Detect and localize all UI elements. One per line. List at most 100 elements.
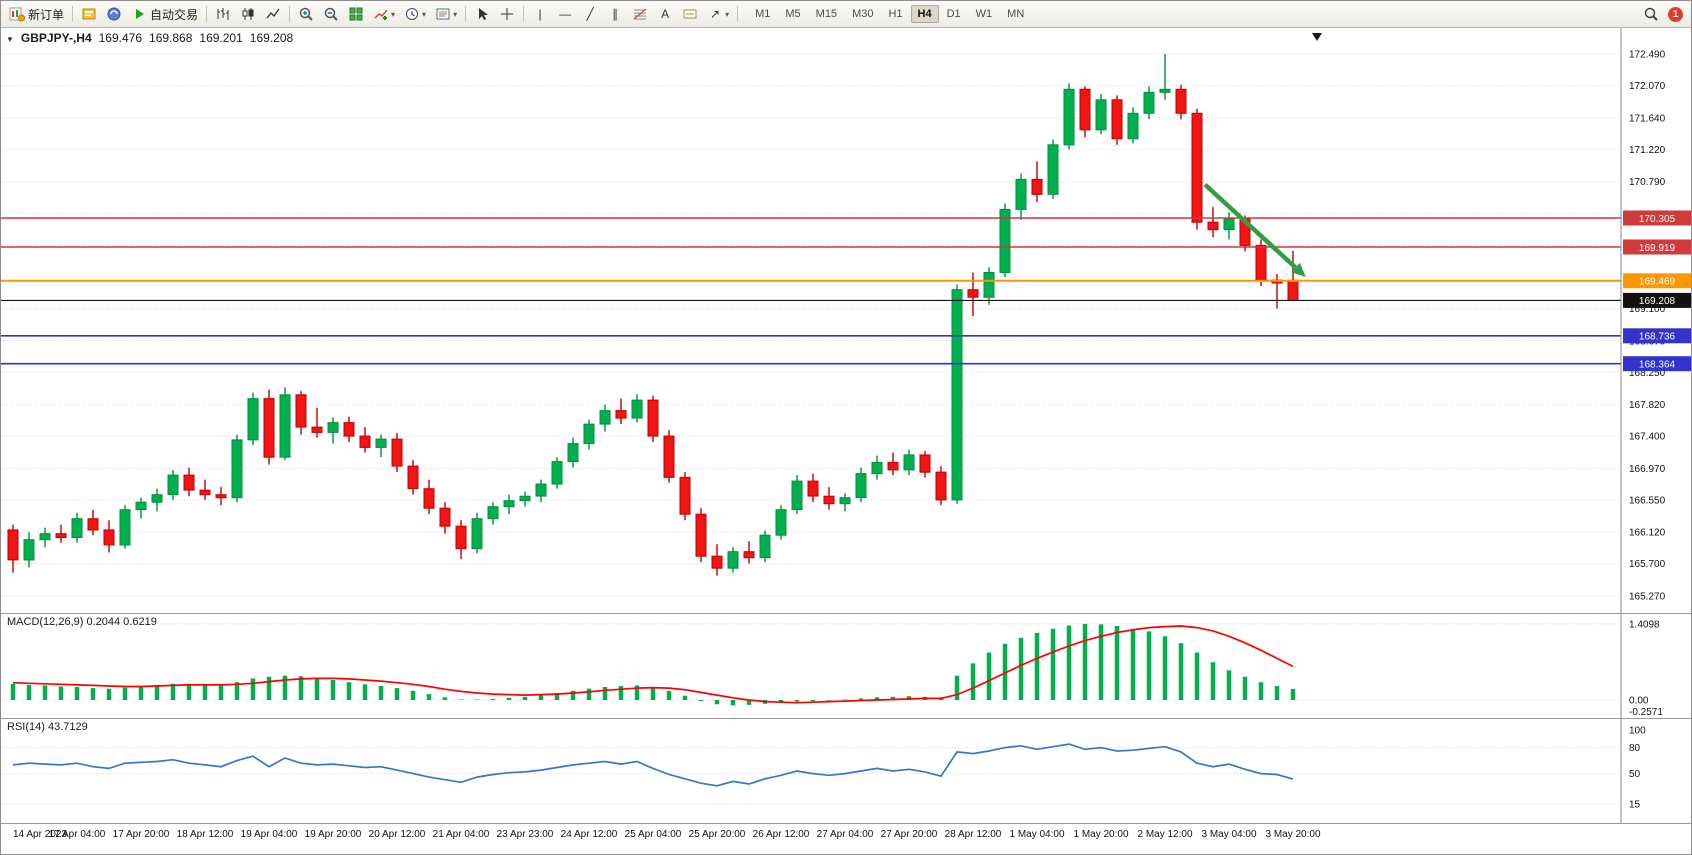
time-axis-label: 21 Apr 04:00	[432, 829, 490, 840]
toolbar-separator	[206, 6, 208, 22]
svg-text:166.120: 166.120	[1629, 528, 1666, 539]
autotrading-button[interactable]: 自动交易	[127, 4, 202, 24]
time-axis-label: 19 Apr 04:00	[240, 829, 298, 840]
svg-text:171.220: 171.220	[1629, 145, 1666, 156]
svg-text:15: 15	[1629, 800, 1641, 811]
label-button[interactable]	[678, 4, 702, 24]
time-axis-label: 3 May 04:00	[1201, 829, 1257, 840]
candlestick-chart[interactable]: 172.490 172.070 171.640 171.220 170.790 169.1…	[1, 28, 1692, 613]
rsi-chart[interactable]: 100 80 50 15	[1, 719, 1692, 823]
market-watch-button[interactable]	[77, 4, 101, 24]
periods-button[interactable]: ▾	[400, 4, 430, 24]
timeframe-button-M30[interactable]: M30	[852, 8, 874, 20]
svg-text:165.270: 165.270	[1629, 592, 1666, 603]
timeframe-button-D1[interactable]: D1	[946, 8, 961, 20]
candlestick-chart-icon	[242, 8, 254, 20]
time-axis-label: 17 Apr 20:00	[112, 829, 170, 840]
clock-icon	[406, 8, 419, 20]
templates-button[interactable]: ▾	[431, 4, 461, 24]
template-icon	[436, 8, 450, 20]
svg-text:169.208: 169.208	[1639, 296, 1676, 307]
dropdown-icon: ▾	[725, 9, 730, 19]
time-axis-label: 14 Apr 2023	[13, 829, 67, 840]
svg-text:168.736: 168.736	[1639, 332, 1676, 343]
svg-text:165.700: 165.700	[1629, 559, 1666, 570]
time-axis-label: 19 Apr 20:00	[304, 829, 362, 840]
time-axis-label: 26 Apr 12:00	[752, 829, 810, 840]
macd-label: MACD(12,26,9) 0.2044 0.6219	[7, 616, 157, 628]
svg-text:50: 50	[1629, 769, 1641, 780]
notification-badge[interactable]: 1	[1668, 6, 1683, 22]
timeframe-button-W1[interactable]: W1	[975, 8, 993, 20]
price-chart-panel: 172.490 172.070 171.640 171.220 170.790 169.1…	[1, 28, 1691, 613]
vertical-line-icon: |	[538, 7, 542, 21]
timeframe-button-M1[interactable]: M1	[755, 8, 771, 20]
text-button[interactable]: A	[653, 4, 677, 24]
fibonacci-button[interactable]	[628, 4, 652, 24]
svg-text:172.490: 172.490	[1629, 50, 1666, 61]
time-axis-label: 2 May 12:00	[1137, 829, 1193, 840]
svg-text:167.400: 167.400	[1629, 432, 1666, 443]
bar-chart-button[interactable]	[211, 4, 235, 24]
channel-icon: ∥	[612, 7, 619, 21]
rsi-label: RSI(14) 43.7129	[7, 721, 88, 733]
new-order-label: 新订单	[28, 7, 65, 22]
crosshair-button[interactable]	[495, 4, 519, 24]
svg-text:172.070: 172.070	[1629, 81, 1666, 92]
tile-windows-button[interactable]	[344, 4, 368, 24]
timeframe-button-H1[interactable]: H1	[888, 8, 903, 20]
svg-text:171.640: 171.640	[1629, 113, 1666, 124]
timeframe-button-MN[interactable]: MN	[1007, 8, 1025, 20]
time-axis-label: 28 Apr 12:00	[944, 829, 1002, 840]
svg-text:168.250: 168.250	[1629, 368, 1666, 379]
fibonacci-icon	[633, 8, 647, 20]
line-chart-button[interactable]	[261, 4, 285, 24]
timeframe-button-M15[interactable]: M15	[815, 8, 838, 20]
line-chart-icon	[266, 8, 280, 19]
indicators-button[interactable]: ▾	[369, 4, 399, 24]
zoom-out-button[interactable]	[319, 4, 343, 24]
svg-text:166.970: 166.970	[1629, 464, 1666, 475]
svg-text:170.305: 170.305	[1639, 214, 1676, 225]
crosshair-icon	[501, 8, 514, 20]
zoom-out-icon	[324, 7, 338, 21]
horizontal-line-icon: —	[559, 7, 572, 21]
toolbox-icon	[107, 7, 121, 21]
channel-button[interactable]: ∥	[603, 4, 627, 24]
trendline-icon: ╱	[586, 7, 594, 21]
svg-text:169.469: 169.469	[1639, 277, 1676, 288]
dropdown-icon: ▾	[391, 9, 396, 19]
vertical-line-button[interactable]: |	[528, 4, 552, 24]
symbol-name: GBPJPY-,H4	[20, 31, 92, 45]
new-order-button[interactable]: 新订单	[5, 4, 68, 24]
svg-text:167.820: 167.820	[1629, 400, 1666, 411]
arrows-button[interactable]: ↗ ▾	[703, 4, 733, 24]
horizontal-line-button[interactable]: —	[553, 4, 577, 24]
chart-menu-icon[interactable]: ▼	[6, 35, 14, 44]
svg-text:0.00: 0.00	[1629, 696, 1649, 707]
symbol-header: ▼ GBPJPY-,H4 169.476 169.868 169.201 169…	[6, 31, 293, 45]
timeframe-button-M5[interactable]: M5	[785, 8, 801, 20]
new-order-icon	[9, 7, 25, 22]
timeframe-button-H4[interactable]: H4	[910, 5, 939, 23]
autotrading-label: 自动交易	[150, 7, 199, 22]
macd-chart[interactable]: 1.4098 0.00-0.2571	[1, 614, 1692, 718]
time-axis-label: 25 Apr 04:00	[624, 829, 682, 840]
time-axis-label: 27 Apr 20:00	[880, 829, 938, 840]
svg-text:168.364: 168.364	[1639, 360, 1676, 371]
zoom-in-button[interactable]	[294, 4, 318, 24]
trendline-button[interactable]: ╱	[578, 4, 602, 24]
rsi-panel: 100 80 50 15 RSI(14) 43.7129	[1, 718, 1691, 823]
search-button[interactable]	[1639, 4, 1663, 24]
cursor-button[interactable]	[470, 4, 494, 24]
candlestick-chart-button[interactable]	[236, 4, 260, 24]
time-axis-label: 23 Apr 23:00	[496, 829, 554, 840]
time-axis[interactable]: 14 Apr 2023 17 Apr 04:00 17 Apr 20:00 18 Ap…	[1, 823, 1691, 846]
toolbox-button[interactable]	[102, 4, 126, 24]
time-axis-label: 1 May 20:00	[1073, 829, 1129, 840]
time-axis-label: 25 Apr 20:00	[688, 829, 746, 840]
text-icon: A	[661, 7, 670, 21]
market-watch-icon	[82, 8, 96, 20]
bar-chart-icon	[217, 8, 229, 20]
arrows-icon: ↗	[710, 7, 721, 21]
